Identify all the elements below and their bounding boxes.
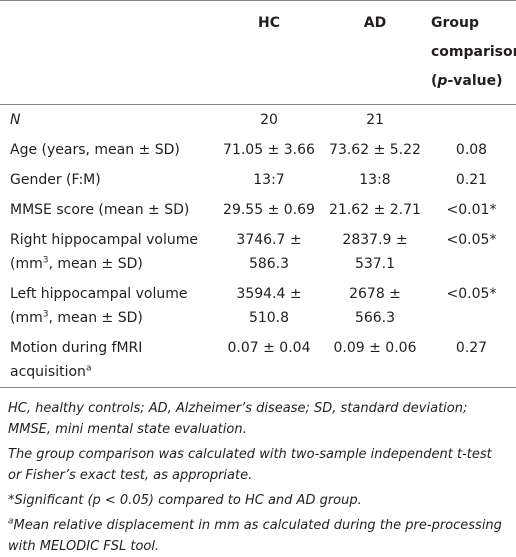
cell-hc: 3746.7 ± 586.3 bbox=[236, 232, 302, 272]
footnote: *Significant (p < 0.05) compared to HC a… bbox=[8, 490, 508, 511]
table-row: Age (years, mean ± SD) 71.05 ± 3.66 73.62 … bbox=[0, 135, 516, 165]
cell-hc: 0.07 ± 0.04 bbox=[227, 340, 311, 356]
text: Motion during fMRI acquisition bbox=[10, 340, 143, 380]
table-body: N 20 21 Age (years, mean ± SD) 71.05 ± 3.66 7… bbox=[0, 105, 516, 388]
header-ad: AD bbox=[363, 15, 387, 31]
cell-p: 0.27 bbox=[455, 340, 488, 356]
header-row: HC AD Group comparison (p-value) bbox=[0, 0, 516, 105]
cell-ad: 21 bbox=[366, 112, 384, 128]
cell-ad: 13:8 bbox=[359, 172, 391, 188]
cell-p: 0.21 bbox=[455, 172, 488, 188]
text: -value) bbox=[447, 73, 503, 89]
footnote: The group comparison was calculated with… bbox=[8, 444, 508, 486]
footnote: HC, healthy controls; AD, Alzheimer’s di… bbox=[8, 398, 508, 440]
text: Mean relative displacement in mm as calc… bbox=[8, 518, 502, 554]
empty-header bbox=[0, 1, 215, 105]
text: Age (years, mean ± SD) bbox=[10, 142, 180, 158]
table-row: Motion during fMRI acquisitiona 0.07 ± 0.… bbox=[0, 333, 516, 388]
data-table: HC AD Group comparison (p-value) N 20 21 Ag… bbox=[0, 0, 516, 388]
superscript: 3 bbox=[42, 255, 49, 266]
text: The group comparison was calculated with… bbox=[8, 447, 492, 483]
footnotes: HC, healthy controls; AD, Alzheimer’s di… bbox=[0, 388, 516, 557]
table-row: Gender (F:M) 13:7 13:8 0.21 bbox=[0, 165, 516, 195]
superscript: 3 bbox=[42, 309, 49, 320]
cell-p bbox=[427, 105, 516, 136]
cell-ad: 2837.9 ± 537.1 bbox=[342, 232, 408, 272]
table-row: MMSE score (mean ± SD) 29.55 ± 0.69 21.62 … bbox=[0, 195, 516, 225]
row-label: Motion during fMRI acquisitiona bbox=[0, 333, 215, 388]
italic-text: p bbox=[437, 73, 448, 89]
text: Group comparison ( bbox=[431, 15, 516, 89]
header-hc: HC bbox=[258, 15, 280, 31]
cell-hc: 71.05 ± 3.66 bbox=[223, 142, 315, 158]
row-label: Gender (F:M) bbox=[0, 165, 215, 195]
superscript: a bbox=[85, 363, 92, 374]
superscript: a bbox=[8, 516, 14, 527]
table-row: N 20 21 bbox=[0, 105, 516, 136]
text: Left hippocampal volume (mm bbox=[10, 286, 188, 326]
table-row: Left hippocampal volume (mm3, mean ± SD)… bbox=[0, 279, 516, 333]
cell-ad: 2678 ± 566.3 bbox=[349, 286, 401, 326]
cell-ad: 21.62 ± 2.71 bbox=[329, 202, 421, 218]
row-label: Left hippocampal volume (mm3, mean ± SD) bbox=[0, 279, 215, 333]
cell-ad: 0.09 ± 0.06 bbox=[333, 340, 417, 356]
cell-hc: 3594.4 ± 510.8 bbox=[236, 286, 302, 326]
cell-ad: 73.62 ± 5.22 bbox=[329, 142, 421, 158]
text: HC, healthy controls; AD, Alzheimer’s di… bbox=[8, 401, 468, 437]
cell-hc: 13:7 bbox=[253, 172, 285, 188]
footnote: aMean relative displacement in mm as cal… bbox=[8, 515, 508, 557]
table-header: HC AD Group comparison (p-value) bbox=[0, 0, 516, 105]
text: Right hippocampal volume (mm bbox=[10, 232, 199, 272]
cell-p: <0.05* bbox=[446, 286, 497, 302]
text: , mean ± SD) bbox=[48, 310, 143, 326]
text: MMSE score (mean ± SD) bbox=[10, 202, 190, 218]
row-label: N bbox=[0, 105, 215, 136]
text: *Significant (p < 0.05) compared to HC a… bbox=[8, 493, 362, 508]
text: Gender (F:M) bbox=[10, 172, 101, 188]
row-label: MMSE score (mean ± SD) bbox=[0, 195, 215, 225]
cell-p: <0.05* bbox=[446, 232, 497, 248]
cell-p: <0.01* bbox=[446, 202, 497, 218]
italic-text: N bbox=[10, 112, 21, 128]
cell-hc: 20 bbox=[260, 112, 278, 128]
table-row: Right hippocampal volume (mm3, mean ± SD… bbox=[0, 225, 516, 279]
cell-hc: 29.55 ± 0.69 bbox=[223, 202, 315, 218]
row-label: Right hippocampal volume (mm3, mean ± SD… bbox=[0, 225, 215, 279]
row-label: Age (years, mean ± SD) bbox=[0, 135, 215, 165]
text: , mean ± SD) bbox=[48, 256, 143, 272]
header-group: Group comparison (p-value) bbox=[427, 1, 516, 105]
cell-p: 0.08 bbox=[455, 142, 488, 158]
